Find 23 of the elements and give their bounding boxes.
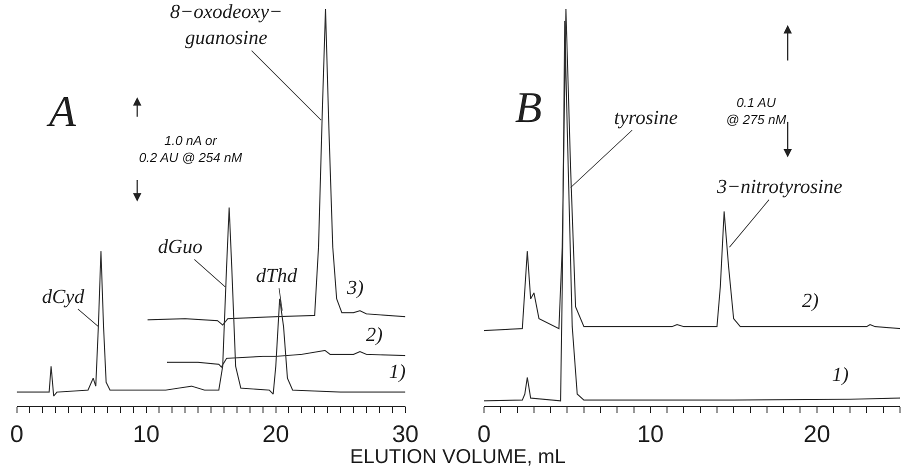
series-label: 3) <box>346 277 364 299</box>
x-axis-title: ELUTION VOLUME, mL <box>350 446 566 468</box>
annotation: tyrosine <box>614 107 678 129</box>
annotation: B <box>515 83 542 132</box>
series-label: 2) <box>366 324 383 346</box>
annotation: dGuo <box>158 236 202 258</box>
x-tick-label: 10 <box>132 420 160 448</box>
x-tick-label: 10 <box>637 420 664 448</box>
annotation: A <box>46 87 77 136</box>
annotation: 1.0 nA or 0.2 AU @ 254 nM <box>139 133 242 165</box>
x-tick-label: 0 <box>10 420 24 448</box>
annotation: dThd <box>256 265 298 287</box>
annotation: 0.1 AU @ 275 nM <box>726 95 786 127</box>
annotation: dCyd <box>42 286 86 308</box>
annotation: 8−oxodeoxy− guanosine <box>170 1 282 49</box>
x-tick-label: 20 <box>262 420 290 448</box>
series-label: 1) <box>389 361 406 383</box>
x-tick-label: 30 <box>392 420 419 448</box>
series-label: 2) <box>802 290 819 312</box>
x-tick-label: 20 <box>803 420 830 448</box>
annotation: 3−nitrotyrosine <box>716 176 842 198</box>
x-tick-label: 0 <box>477 420 491 448</box>
series-label: 1) <box>832 364 849 386</box>
